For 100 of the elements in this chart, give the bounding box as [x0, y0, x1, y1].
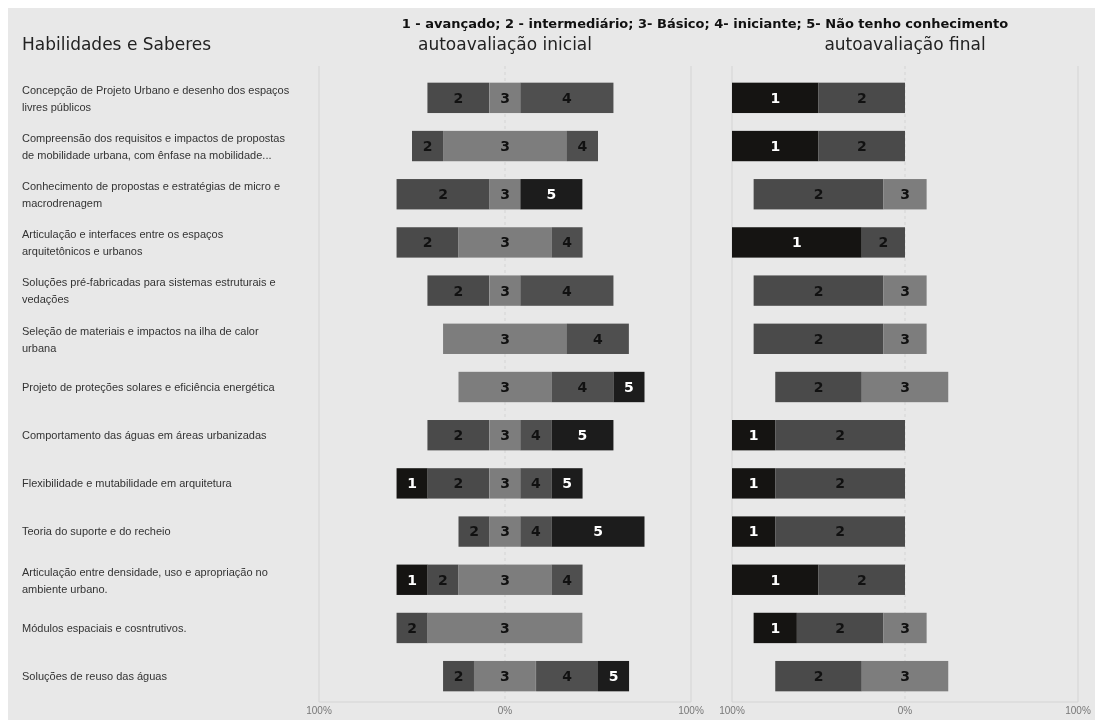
text: 3: [500, 89, 510, 106]
bar: [883, 275, 927, 306]
bar: [396, 468, 428, 499]
text: 3: [500, 378, 510, 395]
bar: [396, 227, 459, 258]
bar: [566, 323, 629, 354]
bar: [427, 468, 490, 499]
text: 3: [900, 619, 910, 636]
text: 2: [422, 234, 433, 251]
bar: [753, 275, 884, 306]
bar: [551, 227, 583, 258]
bar: [520, 468, 552, 499]
bar: [732, 564, 819, 595]
text: 1: [770, 619, 781, 636]
text: 1: [748, 475, 759, 492]
text: 2: [813, 378, 824, 395]
bar: [818, 564, 905, 595]
text: 4: [562, 282, 572, 299]
bar: [443, 660, 475, 692]
x-tick-label: 100%: [678, 705, 704, 716]
text: 3: [900, 282, 910, 299]
series-label: 5: [608, 668, 619, 685]
text: 5: [546, 186, 557, 203]
series-label: 1: [770, 571, 781, 588]
y-tick-label: Soluções pré-fabricadas para sistemas estruturais e vedações: [22, 276, 276, 306]
series-label: 1: [407, 571, 417, 588]
bar: [489, 468, 521, 499]
text: 3: [900, 186, 910, 203]
text: 2: [453, 427, 464, 444]
x-tick-label: 100%: [1065, 705, 1091, 716]
text: 3: [500, 186, 510, 203]
text: 2: [878, 234, 889, 251]
text: 2: [813, 668, 824, 685]
bar: [520, 275, 614, 306]
x-tick-label: 100%: [719, 705, 745, 716]
bar: [775, 516, 905, 547]
text: 3: [500, 330, 510, 347]
bar: [796, 612, 884, 644]
y-tick-label: Compreensão dos requisitos e impactos de propostas de mobilidade urbana, com ênfase na mobilidade...: [22, 131, 286, 161]
bar: [753, 612, 797, 644]
bar: [536, 660, 598, 692]
text: 2: [835, 475, 845, 492]
text: 3: [500, 523, 510, 540]
bar: [443, 323, 568, 354]
text: 2: [856, 137, 867, 154]
bar: [732, 468, 776, 499]
text: 2: [813, 282, 824, 299]
bar: [598, 660, 630, 692]
series-label: 2: [438, 571, 448, 588]
bar: [396, 564, 428, 595]
series-label: 3: [500, 571, 510, 588]
text: 2: [469, 523, 479, 540]
y-tick-label: Seleção de materiais e impactos na ilha de calor urbana: [22, 324, 259, 354]
text: 1 - avançado; 2 - intermediário; 3- Básico; 4- iniciante; 5- Não tenho conhecimento: [401, 16, 1009, 31]
text: 3: [900, 330, 910, 347]
bar: [473, 660, 536, 692]
chart-title: autoavaliação inicial: [417, 34, 593, 54]
bar: [732, 516, 776, 547]
text: 4: [562, 668, 572, 685]
bar: [551, 420, 614, 451]
x-tick-label: 0%: [897, 705, 913, 716]
text: 1: [407, 475, 417, 492]
text: Habilidades e Saberes: [22, 34, 212, 54]
text: 2: [438, 186, 448, 203]
bar: [818, 82, 905, 114]
bar: [732, 82, 819, 114]
text: 3: [500, 427, 510, 444]
series-label: 2: [856, 571, 867, 588]
text: 2: [835, 523, 845, 540]
x-tick-label: 100%: [306, 705, 332, 716]
bar: [861, 660, 949, 692]
bar: [883, 612, 927, 644]
x-tick-label: 0%: [497, 705, 513, 716]
bar: [458, 516, 490, 547]
bar: [551, 564, 583, 595]
text: 2: [813, 186, 824, 203]
bar: [427, 564, 459, 595]
bar: [489, 516, 521, 547]
text: 1: [748, 523, 759, 540]
series-label: 3: [900, 668, 910, 685]
text: 4: [562, 89, 572, 106]
text: 3: [500, 282, 510, 299]
text: 1: [770, 89, 781, 106]
text: 3: [500, 234, 510, 251]
text: 2: [453, 668, 464, 685]
bar: [883, 323, 927, 354]
text: 2: [453, 282, 464, 299]
bar: [427, 420, 490, 451]
text: 3: [500, 475, 510, 492]
bar: [732, 420, 776, 451]
bar: [458, 227, 552, 258]
bar: [861, 371, 949, 403]
bar: [427, 275, 490, 306]
bar: [551, 516, 645, 547]
text: 3: [500, 137, 510, 154]
bar: [775, 420, 905, 451]
text: 3: [500, 668, 510, 685]
text: 2: [407, 619, 417, 636]
bar: [520, 82, 614, 114]
bar: [520, 420, 552, 451]
